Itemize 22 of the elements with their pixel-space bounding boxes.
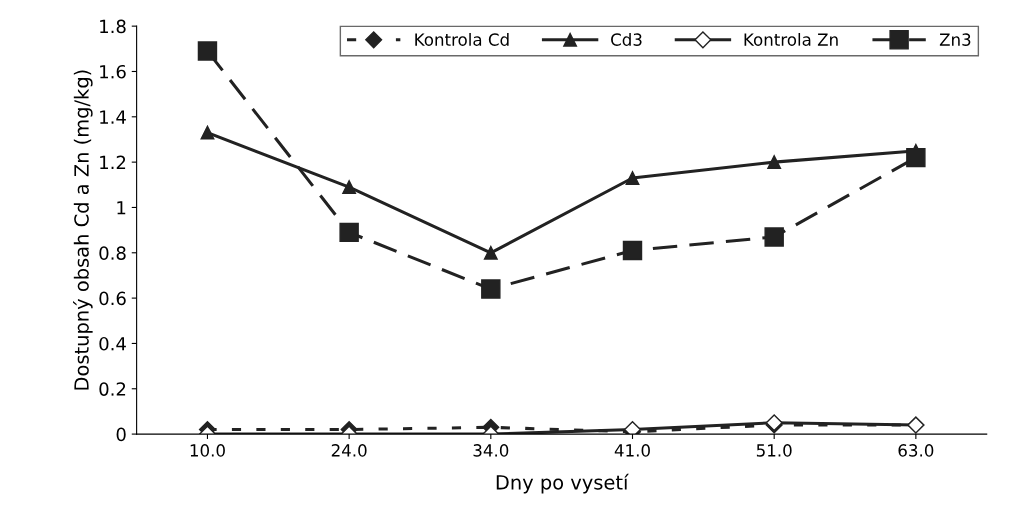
x-tick-label: 10.0 [190,444,225,457]
y-tick-label: 0.6 [99,291,126,306]
x-tick-label: 24.0 [331,444,367,457]
y-tick-label: 0 [116,427,126,442]
y-tick-label: 1.6 [100,64,126,79]
legend-label: Kontrola Zn [744,32,838,46]
y-tick-label: 1 [117,201,126,215]
legend-label: Kontrola Cd [415,32,509,46]
x-axis-title: Dny po vysetí [496,473,629,494]
y-tick-label: 0.4 [99,336,126,351]
y-tick-label: 0.2 [99,382,126,396]
y-tick-label: 0.8 [99,246,126,260]
y-axis-title: Dostupný obsah Cd a Zn (mg/kg) [73,70,93,390]
x-tick-label: 63.0 [898,444,934,457]
legend-label: Zn3 [939,33,971,46]
x-tick-label: 41.0 [614,444,650,457]
x-tick-label: 34.0 [473,444,509,457]
y-tick-label: 1.4 [100,110,126,124]
y-tick-label: 1.8 [100,19,126,34]
y-tick-label: 1.2 [100,155,126,169]
legend-label: Cd3 [611,32,642,46]
x-tick-label: 51.0 [756,444,792,457]
